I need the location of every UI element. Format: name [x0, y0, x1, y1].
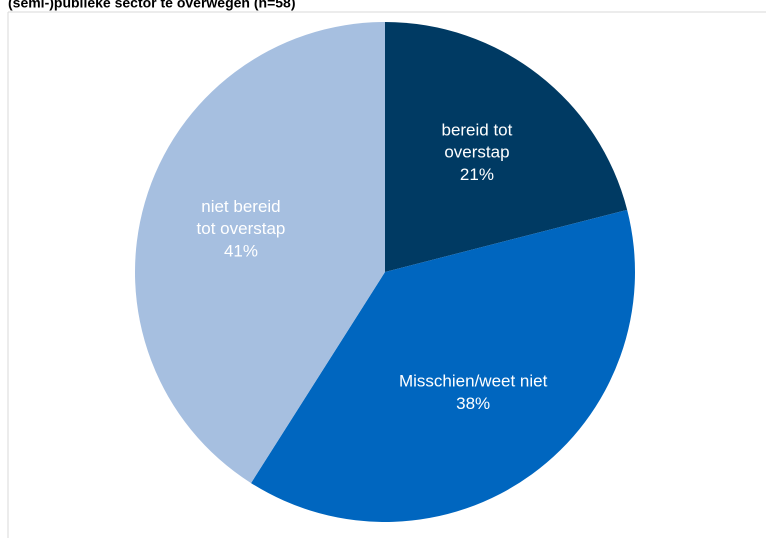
chart-title: (semi-)publieke sector te overwegen (n=5… [8, 0, 295, 11]
label-line: Misschien/weet niet [399, 372, 548, 391]
slice-label: niet bereid tot overstap [197, 198, 286, 239]
pie-slice [251, 209, 636, 523]
label-line: niet bereid [201, 198, 280, 217]
label-line: bereid tot [441, 121, 512, 140]
value-label: 41% [224, 242, 258, 261]
pie-slice [385, 22, 628, 272]
slice-label: bereid tot overstap [441, 121, 512, 162]
value-label: 21% [460, 165, 494, 184]
value-label: 38% [456, 394, 490, 413]
label-line: tot overstap [197, 220, 286, 239]
label-line: overstap [444, 143, 509, 162]
slice-label: Misschien/weet niet [399, 372, 548, 391]
pie-slice [135, 22, 385, 484]
